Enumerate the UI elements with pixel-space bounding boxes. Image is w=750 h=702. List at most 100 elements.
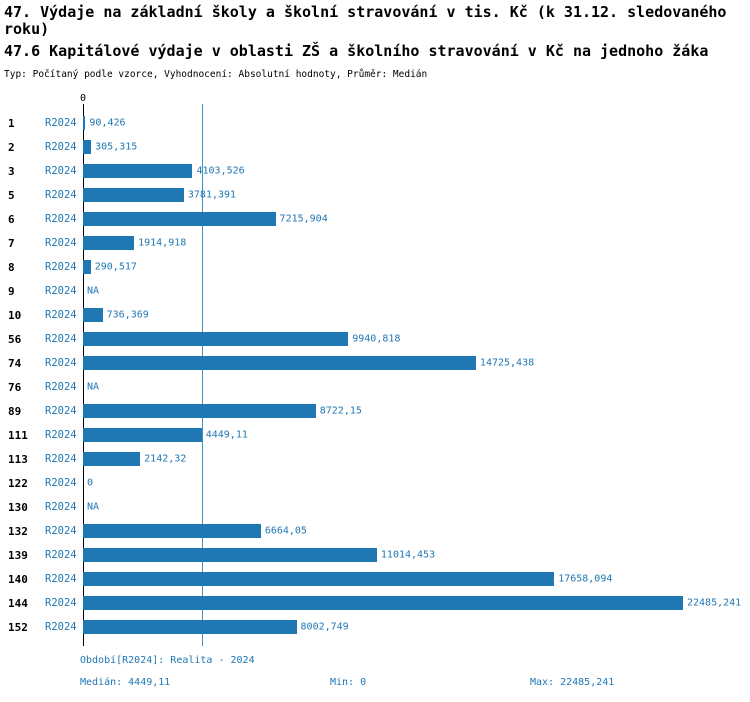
chart-row: 113 R2024 2142,32 [4,447,746,471]
chart-row: 89 R2024 8722,15 [4,399,746,423]
chart-row: 5 R2024 3781,391 [4,183,746,207]
row-value-label: NA [87,501,100,513]
chart-row: 122 R2024 0 [4,471,746,495]
row-period-label: R2024 [45,549,77,561]
row-bar-area: 22485,241 [83,591,746,615]
chart-row: 111 R2024 4449,11 [4,423,746,447]
row-value-label: 14725,438 [479,357,535,369]
row-bar [83,620,297,634]
row-period-label: R2024 [45,597,77,609]
row-id-label: 130 [8,500,28,514]
chart-row: 2 R2024 305,315 [4,135,746,159]
row-value-label: 305,315 [95,141,138,153]
row-period-label: R2024 [45,453,77,465]
row-id-label: 74 [8,356,22,370]
row-bar-area: NA [83,495,746,519]
row-bar [83,356,476,370]
chart-subtitle: Typ: Počítaný podle vzorce, Vyhodnocení:… [4,69,428,80]
row-bar [83,188,184,202]
chart-row: 144 R2024 22485,241 [4,591,746,615]
row-bar-area: 17658,094 [83,567,746,591]
row-value-label: 9940,818 [352,333,401,345]
row-period-label: R2024 [45,285,77,297]
row-id-label: 122 [8,476,28,490]
row-period-label: R2024 [45,501,77,513]
stat-min: Min: 0 [330,677,367,688]
row-bar [83,164,193,178]
row-id-label: 10 [8,308,22,322]
row-value-label: 7215,904 [279,213,328,225]
axis-zero-tick-label: 0 [79,93,87,104]
row-bar [83,260,91,274]
row-value-label: 8722,15 [319,405,362,417]
row-period-label: R2024 [45,309,77,321]
row-id-label: 152 [8,620,28,634]
row-bar [83,212,276,226]
chart-title-line2: 47.6 Kapitálové výdaje v oblasti ZŠ a šk… [4,42,709,60]
row-value-label: NA [87,381,100,393]
chart-row: 76 R2024 NA [4,375,746,399]
row-bar-area: 290,517 [83,255,746,279]
footer-stats: Medián: 4449,11 Min: 0 Max: 22485,241 [80,677,746,689]
chart-row: 9 R2024 NA [4,279,746,303]
chart-row: 56 R2024 9940,818 [4,327,746,351]
row-period-label: R2024 [45,333,77,345]
row-period-label: R2024 [45,621,77,633]
row-bar [83,332,349,346]
row-bar [83,548,377,562]
row-bar [83,404,316,418]
row-value-label: 4449,11 [205,429,248,441]
row-value-label: 290,517 [94,261,137,273]
row-bar-area: 9940,818 [83,327,746,351]
row-id-label: 113 [8,452,28,466]
chart-row: 3 R2024 4103,526 [4,159,746,183]
row-id-label: 140 [8,572,28,586]
row-bar-area: 4103,526 [83,159,746,183]
row-id-label: 8 [8,260,15,274]
row-bar-area: 90,426 [83,111,746,135]
row-period-label: R2024 [45,117,77,129]
row-value-label: 8002,749 [300,621,349,633]
chart-row: 74 R2024 14725,438 [4,351,746,375]
row-value-label: 0 [87,477,94,489]
chart-row: 8 R2024 290,517 [4,255,746,279]
row-id-label: 132 [8,524,28,538]
chart-row: 140 R2024 17658,094 [4,567,746,591]
row-value-label: 6664,05 [264,525,307,537]
median-line [201,104,203,646]
row-value-label: 90,426 [89,117,126,129]
chart-row: 139 R2024 11014,453 [4,543,746,567]
row-bar-area: 3781,391 [83,183,746,207]
row-period-label: R2024 [45,525,77,537]
row-id-label: 6 [8,212,15,226]
row-period-label: R2024 [45,381,77,393]
chart-row: 130 R2024 NA [4,495,746,519]
row-bar [83,116,86,130]
row-period-label: R2024 [45,429,77,441]
row-bar-area: 14725,438 [83,351,746,375]
row-period-label: R2024 [45,357,77,369]
chart-row: 6 R2024 7215,904 [4,207,746,231]
row-value-label: 4103,526 [196,165,245,177]
row-period-label: R2024 [45,237,77,249]
row-period-label: R2024 [45,405,77,417]
chart-rows: 1 R2024 90,426 2 R2024 305,315 3 R2024 4… [4,111,746,639]
row-value-label: 3781,391 [187,189,237,201]
row-bar [83,452,141,466]
row-bar [83,140,92,154]
bar-chart: 0 1 R2024 90,426 2 R2024 305,315 3 R2024… [4,93,746,646]
row-bar-area: 4449,11 [83,423,746,447]
row-bar-area: 6664,05 [83,519,746,543]
row-value-label: 11014,453 [380,549,436,561]
row-period-label: R2024 [45,213,77,225]
row-id-label: 9 [8,284,15,298]
row-id-label: 2 [8,140,15,154]
row-bar [83,236,135,250]
row-period-label: R2024 [45,189,77,201]
row-value-label: 22485,241 [687,597,742,609]
chart-title-line1: 47. Výdaje na základní školy a školní st… [4,3,727,38]
row-bar [83,428,202,442]
row-bar-area: NA [83,279,746,303]
row-period-label: R2024 [45,165,77,177]
